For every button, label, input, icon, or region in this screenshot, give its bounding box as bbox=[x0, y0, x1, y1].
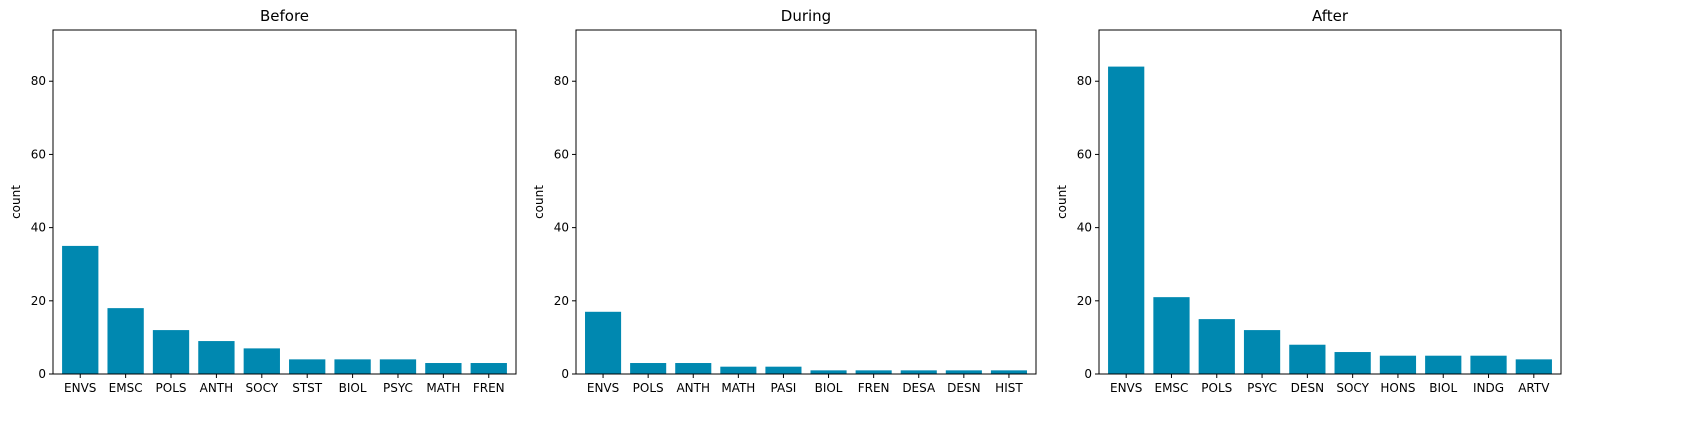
y-tick-label: 60 bbox=[1077, 147, 1092, 161]
bar-before-anth bbox=[198, 341, 235, 374]
x-tick-label: POLS bbox=[1201, 381, 1232, 395]
y-tick-label: 60 bbox=[31, 147, 46, 161]
x-tick-label: DESN bbox=[1291, 381, 1324, 395]
bar-before-emsc bbox=[107, 308, 144, 374]
bar-after-artv bbox=[1515, 359, 1552, 374]
x-tick-label: MATH bbox=[721, 381, 755, 395]
y-tick-label: 80 bbox=[31, 74, 46, 88]
bar-after-socy bbox=[1334, 352, 1371, 374]
y-tick-label: 40 bbox=[554, 221, 569, 235]
y-tick-label: 20 bbox=[554, 294, 569, 308]
bar-during-biol bbox=[810, 370, 847, 374]
bar-after-envs bbox=[1108, 66, 1145, 374]
plot-frame-during bbox=[575, 29, 1037, 375]
x-tick-label: ENVS bbox=[587, 381, 619, 395]
y-tick-label: 60 bbox=[554, 147, 569, 161]
x-tick-label: ENVS bbox=[64, 381, 96, 395]
x-tick-label: ANTH bbox=[676, 381, 710, 395]
y-tick-label: 20 bbox=[1077, 294, 1092, 308]
x-tick-label: DESA bbox=[902, 381, 936, 395]
bar-after-desn bbox=[1289, 344, 1326, 374]
bar-after-psyc bbox=[1243, 330, 1281, 374]
y-tick-label: 80 bbox=[1077, 74, 1092, 88]
x-tick-label: POLS bbox=[633, 381, 664, 395]
x-tick-label: ENVS bbox=[1110, 381, 1142, 395]
x-tick-label: PASI bbox=[771, 381, 797, 395]
x-tick-label: SOCY bbox=[1336, 381, 1369, 395]
y-tick-label: 0 bbox=[561, 367, 569, 381]
bar-before-envs bbox=[62, 245, 99, 374]
x-tick-label: INDG bbox=[1473, 381, 1504, 395]
x-tick-label: EMSC bbox=[109, 381, 143, 395]
x-tick-label: MATH bbox=[426, 381, 460, 395]
y-tick-label: 20 bbox=[31, 294, 46, 308]
y-axis-label: count bbox=[9, 185, 23, 219]
x-tick-label: BIOL bbox=[339, 381, 367, 395]
x-tick-label: EMSC bbox=[1155, 381, 1189, 395]
x-tick-label: HIST bbox=[995, 381, 1023, 395]
y-tick-label: 40 bbox=[31, 221, 46, 235]
bar-after-hons bbox=[1379, 355, 1417, 374]
y-tick-label: 40 bbox=[1077, 221, 1092, 235]
bar-before-psyc bbox=[379, 359, 417, 374]
y-tick-label: 0 bbox=[38, 367, 46, 381]
x-tick-label: ANTH bbox=[200, 381, 234, 395]
x-tick-label: PSYC bbox=[383, 381, 413, 395]
plot-frame-after bbox=[1098, 29, 1562, 375]
bar-during-pasi bbox=[765, 366, 802, 374]
bar-after-indg bbox=[1470, 355, 1507, 374]
x-tick-label: STST bbox=[292, 381, 323, 395]
bar-before-fren bbox=[470, 363, 507, 374]
bar-during-anth bbox=[675, 363, 712, 374]
bar-during-hist bbox=[990, 370, 1027, 374]
x-tick-label: ARTV bbox=[1518, 381, 1550, 395]
bar-during-desn bbox=[945, 370, 982, 374]
bar-before-pols bbox=[152, 330, 190, 374]
y-axis-label: count bbox=[1055, 185, 1069, 219]
panel-during: ENVS POLS ANTH MATH PASI BIOL FREN DESA DESN HIST… bbox=[532, 7, 1037, 395]
bar-after-pols bbox=[1198, 319, 1235, 374]
x-tick-label: HONS bbox=[1380, 381, 1415, 395]
bar-before-stst bbox=[289, 359, 326, 374]
bar-during-pols bbox=[630, 363, 667, 374]
x-tick-label: SOCY bbox=[246, 381, 279, 395]
bar-during-fren bbox=[855, 370, 892, 374]
panel-after: ENVS EMSC POLS PSYC DESN SOCY HONS BIOL INDG ARTV… bbox=[1055, 7, 1562, 395]
plot-frame-before bbox=[52, 29, 517, 375]
y-axis-label: count bbox=[532, 185, 546, 219]
x-tick-label: DESN bbox=[947, 381, 980, 395]
bar-during-envs bbox=[585, 311, 622, 374]
x-tick-label: FREN bbox=[473, 381, 505, 395]
bar-before-biol bbox=[334, 359, 371, 374]
panel-title: Before bbox=[260, 7, 309, 25]
bar-during-math bbox=[720, 366, 757, 374]
x-tick-label: BIOL bbox=[1429, 381, 1457, 395]
panel-before: ENVS EMSC POLS ANTH SOCY STST BIOL PSYC MATH FREN… bbox=[9, 7, 517, 395]
bar-after-biol bbox=[1425, 355, 1462, 374]
bar-before-socy bbox=[243, 348, 280, 374]
y-tick-label: 0 bbox=[1084, 367, 1092, 381]
panel-title: During bbox=[781, 7, 831, 25]
x-tick-label: FREN bbox=[858, 381, 890, 395]
y-tick-label: 80 bbox=[554, 74, 569, 88]
panel-title: After bbox=[1312, 7, 1349, 25]
bar-before-math bbox=[425, 363, 462, 374]
x-tick-label: BIOL bbox=[815, 381, 843, 395]
bar-during-desa bbox=[900, 370, 937, 374]
x-tick-label: PSYC bbox=[1247, 381, 1277, 395]
x-tick-label: POLS bbox=[156, 381, 187, 395]
bar-after-emsc bbox=[1153, 297, 1190, 374]
